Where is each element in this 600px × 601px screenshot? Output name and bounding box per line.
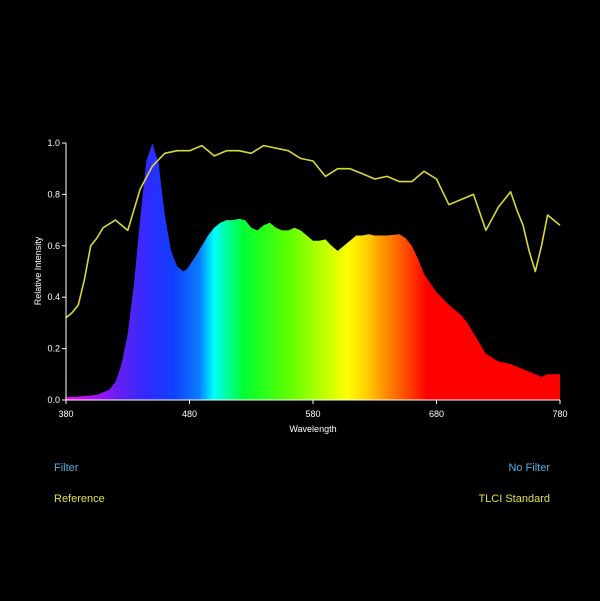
x-tick-label: 380 xyxy=(58,409,73,419)
y-tick-label: 0.6 xyxy=(47,241,60,251)
legend-row-filter: Filter No Filter xyxy=(54,462,550,480)
x-axis-label: Wavelength xyxy=(289,424,336,434)
y-tick-label: 0.2 xyxy=(47,344,60,354)
no-filter-toggle[interactable]: No Filter xyxy=(508,462,550,474)
y-tick-label: 0.0 xyxy=(47,395,60,405)
series-layer xyxy=(65,143,561,400)
filter-toggle[interactable]: Filter xyxy=(54,462,79,474)
x-tick-label: 580 xyxy=(305,409,320,419)
tick-layer: 380 480 580 680 780 0.0 0.2 0.4 0.6 0.8 1.0 xyxy=(47,138,567,419)
y-tick-label: 1.0 xyxy=(47,138,60,148)
x-tick-label: 780 xyxy=(552,409,567,419)
legend-row-reference: Reference TLCI Standard xyxy=(54,493,550,511)
y-tick-label: 0.8 xyxy=(47,189,60,199)
reference-line xyxy=(65,144,561,319)
filter-spectrum-area xyxy=(66,143,560,400)
y-tick-label: 0.4 xyxy=(47,292,60,302)
tlci-standard-toggle[interactable]: TLCI Standard xyxy=(478,493,550,505)
y-axis-label: Relative Intensity xyxy=(33,236,43,305)
x-tick-label: 480 xyxy=(182,409,197,419)
x-tick-label: 680 xyxy=(429,409,444,419)
reference-toggle[interactable]: Reference xyxy=(54,493,105,505)
